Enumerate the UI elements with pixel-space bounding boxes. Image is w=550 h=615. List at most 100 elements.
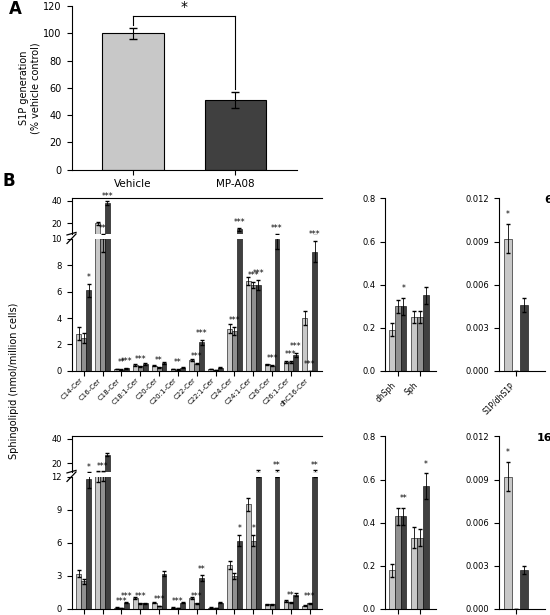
Text: **: ** xyxy=(311,461,318,470)
Bar xyxy=(312,472,317,488)
Bar xyxy=(417,317,423,371)
Bar xyxy=(312,236,317,246)
Bar xyxy=(175,608,180,609)
Text: **: ** xyxy=(118,359,125,367)
Text: ***: *** xyxy=(196,329,207,338)
Bar xyxy=(105,0,110,371)
Bar xyxy=(302,606,307,609)
Bar xyxy=(227,565,232,609)
Bar xyxy=(293,486,298,488)
Text: A: A xyxy=(8,0,21,18)
Bar xyxy=(504,239,512,371)
Bar xyxy=(157,606,162,609)
Bar xyxy=(100,235,105,246)
Text: ***: *** xyxy=(120,592,132,601)
Bar xyxy=(152,365,157,371)
Bar xyxy=(251,285,256,371)
Bar xyxy=(81,338,86,371)
Bar xyxy=(284,245,288,246)
Bar xyxy=(138,603,142,609)
Bar xyxy=(124,368,129,371)
Bar xyxy=(218,368,223,371)
Text: ***: *** xyxy=(309,231,321,239)
Bar xyxy=(288,245,293,246)
Text: **: ** xyxy=(287,591,295,600)
Bar xyxy=(124,487,129,488)
Text: **: ** xyxy=(273,461,281,470)
Bar xyxy=(162,245,167,246)
Bar xyxy=(232,331,237,371)
Bar xyxy=(199,484,204,488)
Bar xyxy=(86,479,91,609)
Bar xyxy=(400,306,406,371)
Bar xyxy=(389,330,395,371)
Bar xyxy=(133,365,138,371)
Bar xyxy=(213,608,218,609)
Text: ***: *** xyxy=(285,351,296,359)
Bar xyxy=(213,370,218,371)
Text: **: ** xyxy=(174,359,182,367)
Bar xyxy=(76,574,81,609)
Bar xyxy=(142,603,147,609)
Bar xyxy=(312,466,317,609)
Bar xyxy=(274,239,279,371)
Text: ***: *** xyxy=(102,192,113,200)
Text: **: ** xyxy=(155,356,163,365)
Text: *: * xyxy=(238,525,241,533)
Text: *: * xyxy=(87,462,91,472)
Text: **: ** xyxy=(98,224,107,233)
Bar xyxy=(194,245,199,246)
Bar xyxy=(251,239,256,246)
Bar xyxy=(100,472,105,488)
Bar xyxy=(76,483,81,488)
Bar xyxy=(256,239,261,246)
Bar xyxy=(284,601,288,609)
Bar xyxy=(86,290,91,371)
Bar xyxy=(307,603,312,609)
Bar xyxy=(520,570,529,609)
Bar xyxy=(162,574,167,609)
Bar xyxy=(411,538,417,609)
Bar xyxy=(152,603,157,609)
Bar xyxy=(288,362,293,371)
Bar xyxy=(218,603,223,609)
Bar xyxy=(395,516,400,609)
Bar xyxy=(194,363,199,371)
Bar xyxy=(180,603,185,609)
Text: Sphingolipid (nmol/million cells): Sphingolipid (nmol/million cells) xyxy=(9,303,19,459)
Text: ***: *** xyxy=(229,316,240,325)
Bar xyxy=(302,242,307,246)
Bar xyxy=(114,369,119,371)
Bar xyxy=(100,239,105,371)
Text: *: * xyxy=(251,525,255,533)
Bar xyxy=(105,203,110,246)
Bar xyxy=(102,33,164,170)
Bar xyxy=(170,608,175,609)
Text: ***: *** xyxy=(134,592,146,601)
Bar xyxy=(246,476,251,488)
Bar xyxy=(81,485,86,488)
Bar xyxy=(152,487,157,488)
Bar xyxy=(284,486,288,488)
Bar xyxy=(100,471,105,609)
Text: *: * xyxy=(506,210,510,218)
Bar xyxy=(395,306,400,371)
Text: ***: *** xyxy=(290,342,301,351)
Bar xyxy=(133,598,138,609)
Bar xyxy=(189,360,194,371)
Bar xyxy=(95,223,100,246)
Bar xyxy=(170,369,175,371)
Bar xyxy=(189,486,194,488)
Bar xyxy=(175,370,180,371)
Bar xyxy=(105,454,110,488)
Bar xyxy=(142,364,147,371)
Text: 16h: 16h xyxy=(537,433,550,443)
Bar xyxy=(246,239,251,246)
Bar xyxy=(76,243,81,246)
Text: 6h: 6h xyxy=(544,195,550,205)
Bar xyxy=(423,486,428,609)
Bar xyxy=(246,281,251,371)
Bar xyxy=(274,472,279,488)
Bar xyxy=(274,235,279,246)
Bar xyxy=(227,328,232,371)
